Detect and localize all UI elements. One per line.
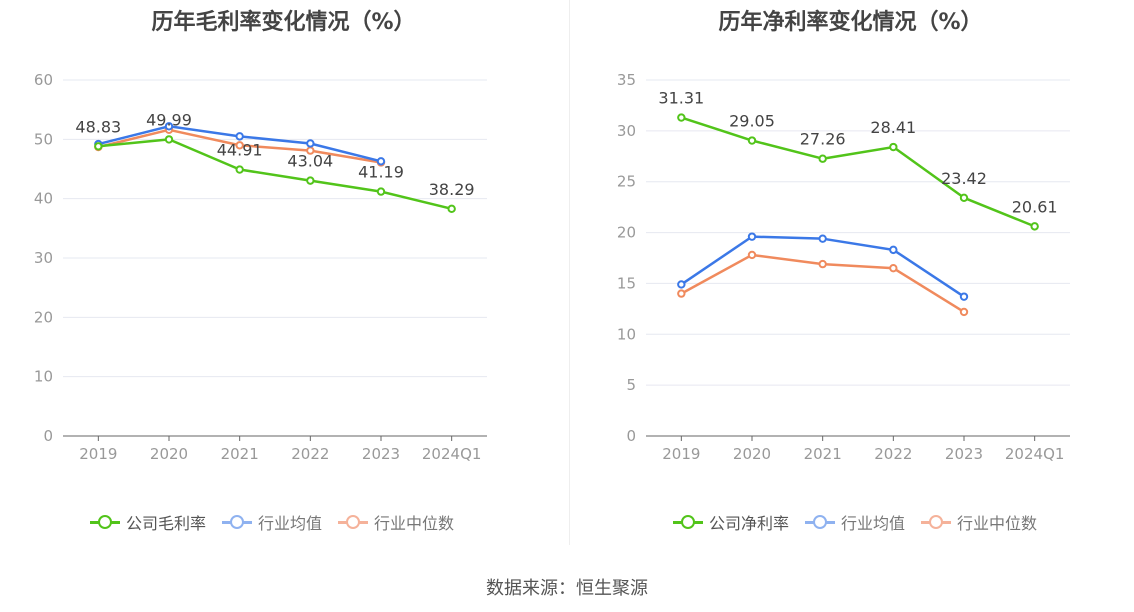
legend-label: 行业中位数 bbox=[957, 514, 1038, 533]
legend-item-industry-avg[interactable]: 行业均值 bbox=[805, 510, 905, 534]
series-line-company bbox=[680, 116, 1036, 228]
y-tick-label: 15 bbox=[617, 274, 636, 292]
data-label: 31.31 bbox=[658, 89, 704, 108]
data-point-company bbox=[94, 142, 103, 151]
y-tick-label: 10 bbox=[617, 325, 636, 343]
data-point-industry-avg bbox=[376, 157, 386, 166]
net-margin-plot: 0 5 10 15 20 25 30 35 2019 2020 2021 2022 2023 2024Q1… bbox=[617, 71, 1070, 463]
chart-title: 历年净利率变化情况（%） bbox=[718, 10, 983, 35]
y-tick-label: 60 bbox=[34, 71, 53, 89]
y-tick-label: 30 bbox=[617, 122, 636, 140]
data-point-company bbox=[677, 113, 686, 122]
legend-marker-industry-avg bbox=[805, 515, 836, 529]
data-point-company bbox=[747, 136, 757, 145]
data-label: 29.05 bbox=[729, 112, 775, 131]
data-point-company bbox=[818, 154, 827, 163]
legend-item-company[interactable]: 公司毛利率 bbox=[90, 510, 206, 534]
legend-item-industry-median[interactable]: 行业中位数 bbox=[338, 510, 454, 534]
legend-label: 行业均值 bbox=[841, 514, 906, 533]
chart-title: 历年毛利率变化情况（%） bbox=[151, 10, 416, 35]
data-point-company bbox=[447, 204, 456, 214]
legend-label: 公司净利率 bbox=[709, 514, 790, 533]
data-point-company bbox=[164, 135, 174, 144]
y-tick-label: 5 bbox=[626, 376, 636, 394]
data-label: 48.83 bbox=[75, 117, 121, 136]
legend: 公司毛利率 行业均值 行业中位数 bbox=[90, 511, 454, 533]
gross-margin-plot: 0 10 20 30 40 50 60 2019 2020 2021 2022 2023 2024Q1 4… bbox=[34, 71, 487, 463]
x-tick-label: 2023 bbox=[945, 445, 983, 463]
legend-marker-company bbox=[673, 515, 703, 529]
data-point-industry-median bbox=[747, 250, 757, 260]
data-label: 20.61 bbox=[1012, 197, 1058, 216]
data-point-company bbox=[1030, 222, 1039, 231]
data-label: 43.04 bbox=[287, 152, 333, 171]
panel-divider bbox=[569, 0, 570, 545]
y-tick-label: 0 bbox=[43, 427, 53, 445]
data-label: 23.42 bbox=[941, 169, 987, 188]
x-tick-label: 2022 bbox=[874, 445, 912, 463]
x-tick-label: 2024Q1 bbox=[1005, 445, 1065, 463]
y-tick-label: 10 bbox=[34, 368, 53, 386]
series-line-company bbox=[98, 138, 452, 211]
data-point-company bbox=[889, 142, 898, 152]
legend-label: 行业均值 bbox=[258, 514, 323, 533]
y-tick-label: 25 bbox=[617, 173, 636, 191]
data-point-industry-avg bbox=[889, 245, 898, 255]
data-point-industry-median bbox=[235, 141, 244, 150]
legend-marker-industry-median bbox=[338, 515, 369, 529]
y-tick-label: 0 bbox=[626, 427, 636, 445]
data-point-industry-median bbox=[818, 259, 827, 269]
data-point-company bbox=[235, 165, 244, 174]
data-label: 44.91 bbox=[217, 141, 263, 160]
legend-marker-industry-median bbox=[921, 515, 952, 529]
data-point-industry-avg bbox=[818, 234, 827, 243]
data-point-industry-avg bbox=[677, 280, 686, 289]
data-label: 38.29 bbox=[429, 180, 475, 199]
data-label: 28.41 bbox=[870, 118, 916, 137]
data-point-company bbox=[306, 176, 315, 185]
legend-label: 公司毛利率 bbox=[126, 514, 207, 533]
y-tick-label: 20 bbox=[34, 308, 53, 326]
data-point-industry-avg bbox=[164, 122, 174, 131]
legend-marker-industry-avg bbox=[222, 515, 253, 529]
data-point-industry-avg bbox=[959, 292, 969, 301]
data-point-industry-median bbox=[677, 289, 686, 298]
x-tick-label: 2023 bbox=[362, 445, 400, 463]
y-tick-label: 40 bbox=[34, 190, 53, 208]
net-margin-chart-panel: 历年净利率变化情况（%） 0 5 10 15 20 25 30 35 2019 2020 2021 2… bbox=[567, 0, 1134, 560]
data-point-company bbox=[959, 193, 969, 202]
x-tick-label: 2019 bbox=[662, 445, 700, 463]
y-tick-label: 35 bbox=[617, 71, 636, 89]
x-tick-label: 2022 bbox=[291, 445, 329, 463]
x-tick-label: 2020 bbox=[150, 445, 188, 463]
x-tick-label: 2024Q1 bbox=[422, 445, 482, 463]
data-point-industry-avg bbox=[747, 232, 757, 241]
data-source-note: 数据来源：恒生聚源 bbox=[486, 578, 648, 599]
legend-item-industry-avg[interactable]: 行业均值 bbox=[222, 510, 322, 534]
legend-marker-company bbox=[90, 515, 120, 529]
data-point-industry-avg bbox=[306, 139, 315, 148]
x-tick-label: 2021 bbox=[804, 445, 842, 463]
data-point-industry-median bbox=[959, 307, 969, 317]
data-label: 41.19 bbox=[358, 163, 404, 182]
data-point-industry-median bbox=[889, 263, 898, 273]
data-label: 49.99 bbox=[146, 110, 192, 129]
legend-label: 行业中位数 bbox=[374, 514, 455, 533]
data-point-company bbox=[376, 187, 386, 196]
y-tick-label: 50 bbox=[34, 130, 53, 148]
y-tick-label: 20 bbox=[617, 224, 636, 242]
legend-item-industry-median[interactable]: 行业中位数 bbox=[921, 510, 1037, 534]
x-tick-label: 2019 bbox=[79, 445, 117, 463]
data-point-industry-avg bbox=[235, 132, 244, 141]
legend-item-company[interactable]: 公司净利率 bbox=[673, 510, 789, 534]
y-tick-label: 30 bbox=[34, 249, 53, 267]
x-tick-label: 2021 bbox=[221, 445, 259, 463]
legend: 公司净利率 行业均值 行业中位数 bbox=[673, 511, 1037, 533]
x-tick-label: 2020 bbox=[733, 445, 771, 463]
data-label: 27.26 bbox=[800, 130, 846, 149]
gross-margin-chart-panel: 历年毛利率变化情况（%） 0 10 20 30 40 50 60 2019 2020 2021 20… bbox=[0, 0, 567, 560]
